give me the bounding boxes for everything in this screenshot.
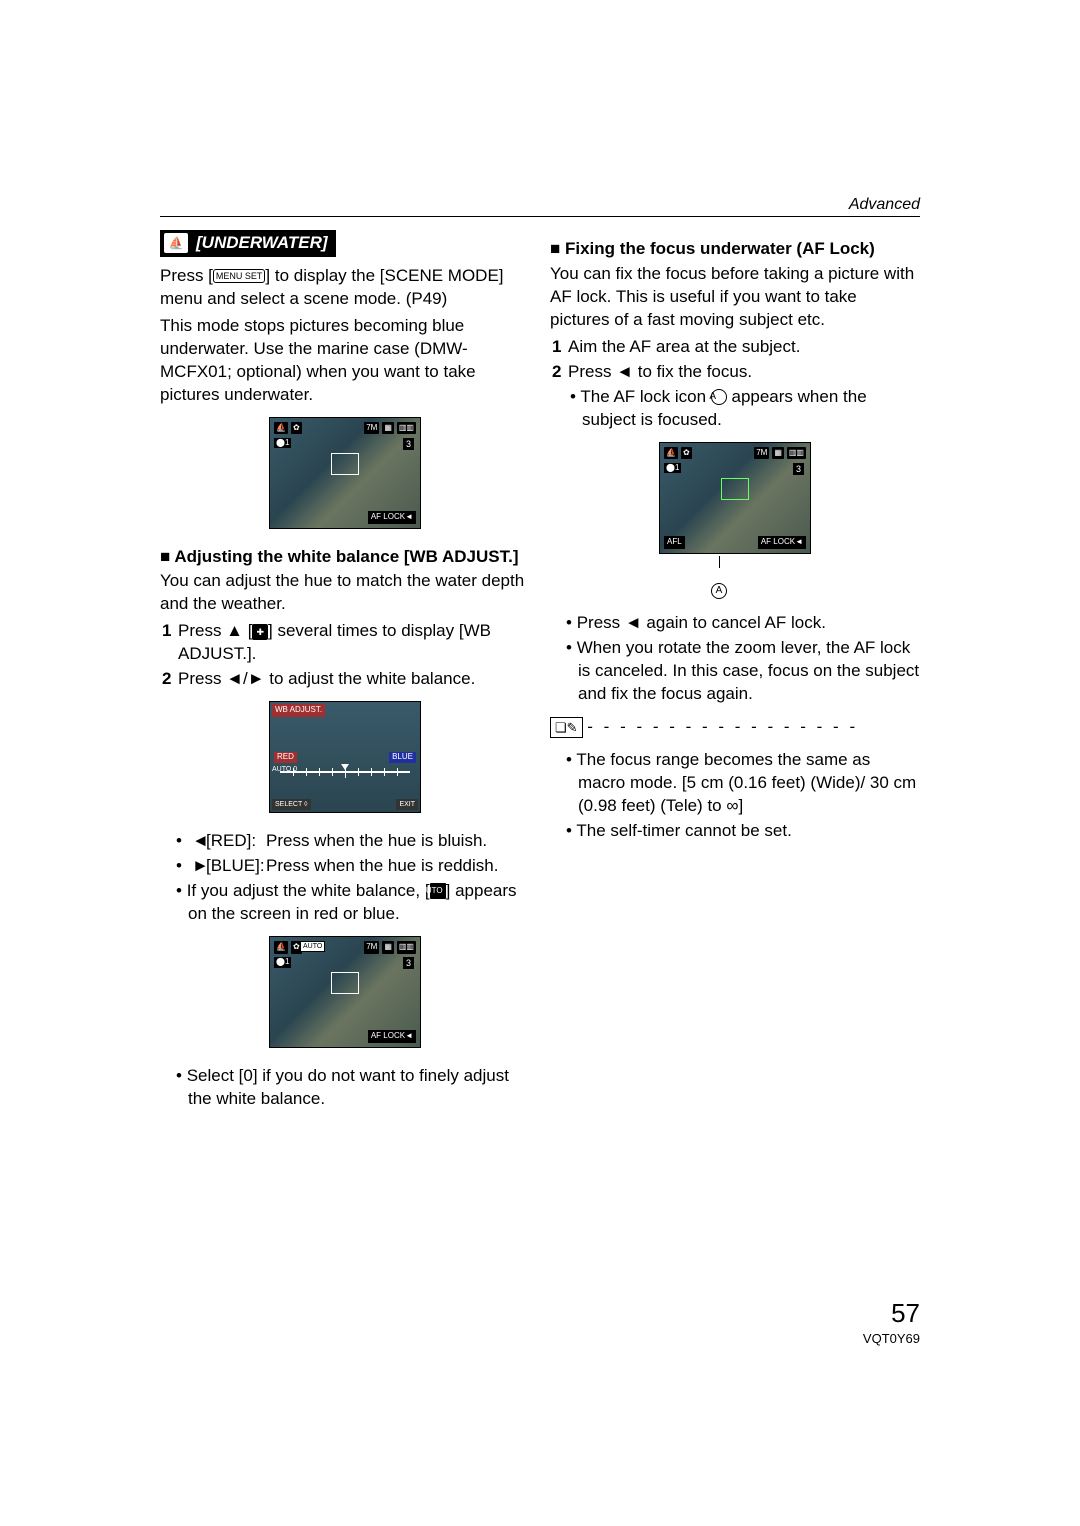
blue-hue-row: • ► [BLUE]: Press when the hue is reddis… xyxy=(176,855,530,878)
right-column: Fixing the focus underwater (AF Lock) Yo… xyxy=(550,230,920,1113)
af-step-2: 2Press ◄ to fix the focus. xyxy=(568,361,920,384)
note-divider: ❏✎ - - - - - - - - - - - - - - - - - xyxy=(550,716,920,739)
wb-auto-note: If you adjust the white balance, [AUTO] … xyxy=(176,880,530,926)
wb-adjust-desc: You can adjust the hue to match the wate… xyxy=(160,570,530,616)
wb-step-2: 2Press ◄/► to adjust the white balance. xyxy=(178,668,530,691)
exposure-icon: ✚ xyxy=(252,624,268,640)
label-a-pointer: A xyxy=(550,556,920,602)
screenshot-af-lock: ⛵✿ 7M▦▥▥ ⬤1 3 AFL AF LOCK◄ xyxy=(659,442,811,554)
wb-zero-note: Select [0] if you do not want to finely … xyxy=(176,1065,530,1111)
content-columns: ⛵ [UNDERWATER] Press [MENU SET] to displ… xyxy=(160,230,920,1113)
screenshot-underwater-auto: ⛵✿ 7M▦▥▥ AUTO ⬤1 3 AF LOCK◄ xyxy=(269,936,421,1048)
red-hue-row: • ◄ [RED]: Press when the hue is bluish. xyxy=(176,830,530,853)
af-steps: 1Aim the AF area at the subject. 2Press … xyxy=(550,336,920,384)
document-id: VQT0Y69 xyxy=(863,1331,920,1346)
focus-range-note: The focus range becomes the same as macr… xyxy=(566,749,920,818)
screenshot-4-wrap: ⛵✿ 7M▦▥▥ ⬤1 3 AFL AF LOCK◄ A xyxy=(550,442,920,603)
note-icon: ❏✎ xyxy=(550,717,583,739)
header-rule xyxy=(160,216,920,217)
self-timer-note: The self-timer cannot be set. xyxy=(566,820,920,843)
af-cancel-note: Press ◄ again to cancel AF lock. xyxy=(566,612,920,635)
wb-steps: 1Press ▲ [✚] several times to display [W… xyxy=(160,620,530,691)
intro-paragraph-2: This mode stops pictures becoming blue u… xyxy=(160,315,530,407)
section-title-text: [UNDERWATER] xyxy=(196,232,328,255)
header-section-label: Advanced xyxy=(849,196,920,214)
underwater-mode-icon: ⛵ xyxy=(164,233,188,253)
af-lock-desc: You can fix the focus before taking a pi… xyxy=(550,263,920,332)
section-title: ⛵ [UNDERWATER] xyxy=(160,230,336,257)
af-lock-icon-note: The AF lock icon A appears when the subj… xyxy=(570,386,920,432)
manual-page: Advanced ⛵ [UNDERWATER] Press [MENU SET]… xyxy=(0,0,1080,1526)
left-column: ⛵ [UNDERWATER] Press [MENU SET] to displ… xyxy=(160,230,530,1113)
intro-paragraph-1: Press [MENU SET] to display the [SCENE M… xyxy=(160,265,530,311)
auto-icon: AUTO xyxy=(430,883,446,899)
menu-set-icon: MENU SET xyxy=(213,269,266,283)
screenshot-wb-adjust: WB ADJUST. RED BLUE xyxy=(269,701,421,813)
wb-step-1: 1Press ▲ [✚] several times to display [W… xyxy=(178,620,530,666)
af-rotate-note: When you rotate the zoom lever, the AF l… xyxy=(566,637,920,706)
wb-adjust-heading: Adjusting the white balance [WB ADJUST.] xyxy=(160,546,530,569)
page-number: 57 xyxy=(863,1298,920,1329)
af-lock-heading: Fixing the focus underwater (AF Lock) xyxy=(550,238,920,261)
af-step-1: 1Aim the AF area at the subject. xyxy=(568,336,920,359)
page-footer: 57 VQT0Y69 xyxy=(863,1298,920,1346)
screenshot-underwater-1: ⛵✿ 7M▦▥▥ ⬤1 3 AF LOCK◄ xyxy=(269,417,421,529)
screenshot-1-wrap: ⛵✿ 7M▦▥▥ ⬤1 3 AF LOCK◄ xyxy=(160,417,530,536)
label-a-inline: A xyxy=(711,389,727,405)
screenshot-wb-wrap: WB ADJUST. RED BLUE xyxy=(160,701,530,820)
screenshot-3-wrap: ⛵✿ 7M▦▥▥ AUTO ⬤1 3 AF LOCK◄ xyxy=(160,936,530,1055)
